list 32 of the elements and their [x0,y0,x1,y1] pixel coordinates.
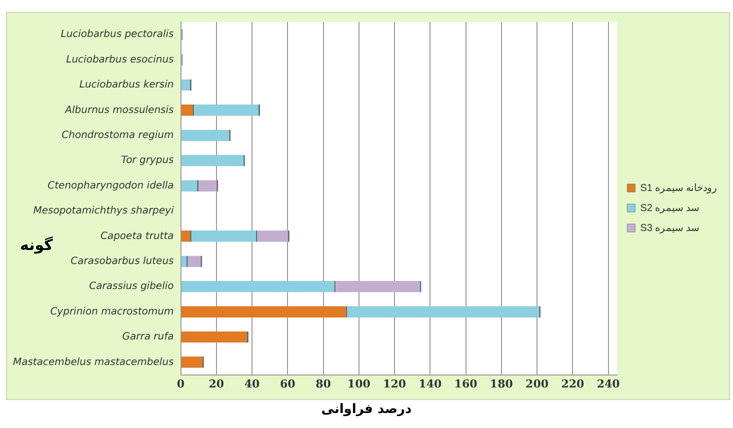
x-axis-title: درصد فراوانی [320,402,413,417]
y-tick-label: Luciobarbus esocinus [66,54,174,66]
x-tick-label: 0 [176,377,185,390]
y-tick-label: Capoeta trutta [100,230,174,242]
y-tick-label: Mastacembelus mastacembelus [12,356,174,368]
y-tick-label: Alburnus mossulensis [64,104,174,116]
x-tick-label: 60 [280,377,296,390]
x-tick-label: 180 [490,377,514,390]
x-tick-label: 120 [383,377,406,390]
x-tick-label: 40 [244,377,260,390]
legend-label: S2 سد سیمره [640,202,700,214]
y-tick-label: Garra rufa [122,332,174,343]
x-tick-label: 140 [418,377,442,390]
legend-label: S1 رودخانه سیمره [640,182,718,194]
y-tick-label: Mesopotamichthys sharpeyi [33,206,174,217]
x-tick-label: 20 [208,377,224,390]
y-tick-label: Cyprinion macrostomum [50,306,174,318]
y-tick-label: Carassius gibelio [89,281,174,292]
y-tick-label: Chondrostoma regium [62,130,174,141]
legend-label: S3 سد سیمره [640,222,700,234]
x-tick-label: 80 [316,377,332,390]
x-tick-label: 160 [454,377,478,390]
y-tick-label: Tor grypus [121,155,174,166]
x-tick-label: 200 [526,377,549,390]
y-tick-label: Luciobarbus kersin [79,80,174,91]
y-tick-label: Ctenopharyngodon idella [48,180,174,192]
x-tick-label: 100 [347,377,371,390]
x-tick-label: 220 [561,377,584,390]
y-axis-title: گونه [20,236,53,254]
x-tick-label: 240 [596,377,620,390]
y-tick-label: Carasobarbus luteus [70,256,174,267]
y-tick-label: Luciobarbus pectoralis [60,29,174,40]
